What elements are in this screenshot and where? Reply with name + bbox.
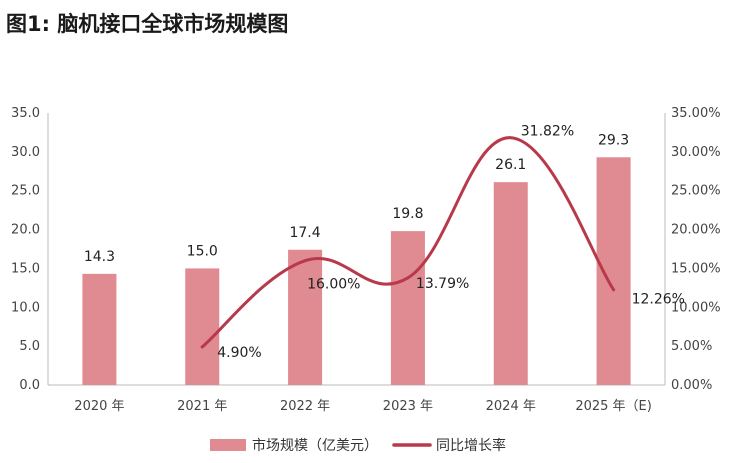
left-tick-label: 20.0 bbox=[11, 223, 40, 238]
right-tick-label: 0.00% bbox=[671, 378, 712, 393]
growth-rate-label: 4.90% bbox=[217, 345, 261, 361]
left-tick-label: 25.0 bbox=[11, 184, 40, 199]
growth-rate-label: 13.79% bbox=[416, 276, 469, 292]
growth-rate-label: 16.00% bbox=[307, 277, 360, 293]
x-tick-label: 2021 年 bbox=[177, 399, 227, 414]
legend-bar-label: 市场规模（亿美元） bbox=[252, 437, 378, 454]
chart-title: 图1: 脑机接口全球市场规模图 bbox=[6, 12, 289, 36]
growth-rate-label: 12.26% bbox=[632, 292, 685, 308]
legend-bar-swatch bbox=[210, 439, 246, 451]
x-tick-label: 2024 年 bbox=[486, 399, 536, 414]
growth-rate-point bbox=[200, 345, 204, 349]
bar bbox=[82, 273, 117, 385]
bar-value-label: 15.0 bbox=[187, 243, 218, 259]
right-tick-label: 10.00% bbox=[671, 300, 721, 315]
bar bbox=[288, 249, 323, 385]
growth-rate-point bbox=[612, 288, 616, 292]
left-tick-label: 5.0 bbox=[19, 339, 40, 354]
growth-rate-point bbox=[509, 136, 513, 140]
bar bbox=[185, 268, 220, 385]
right-tick-label: 35.00% bbox=[671, 106, 721, 121]
bar-value-label: 14.3 bbox=[84, 249, 115, 265]
right-tick-label: 5.00% bbox=[671, 339, 712, 354]
bar-value-label: 19.8 bbox=[392, 206, 423, 222]
bar bbox=[493, 182, 528, 385]
left-tick-label: 35.0 bbox=[11, 106, 40, 121]
right-tick-label: 25.00% bbox=[671, 184, 721, 199]
right-tick-label: 30.00% bbox=[671, 145, 721, 160]
left-tick-label: 30.0 bbox=[11, 145, 40, 160]
bar-value-label: 29.3 bbox=[598, 132, 629, 148]
legend-line-label: 同比增长率 bbox=[436, 437, 506, 454]
growth-rate-line bbox=[200, 136, 616, 349]
bar-value-label: 26.1 bbox=[495, 157, 526, 173]
right-tick-label: 15.00% bbox=[671, 261, 721, 276]
growth-rate-point bbox=[406, 276, 410, 280]
x-tick-label: 2020 年 bbox=[74, 399, 124, 414]
bar-value-label: 17.4 bbox=[289, 225, 320, 241]
left-tick-label: 15.0 bbox=[11, 261, 40, 276]
growth-rate-point bbox=[303, 259, 307, 263]
x-tick-label: 2022 年 bbox=[280, 399, 330, 414]
bar bbox=[390, 231, 425, 385]
growth-rate-label: 31.82% bbox=[521, 124, 574, 140]
right-tick-label: 20.00% bbox=[671, 223, 721, 238]
x-tick-label: 2025 年（E) bbox=[575, 399, 652, 414]
left-tick-label: 0.0 bbox=[19, 378, 40, 393]
x-tick-label: 2023 年 bbox=[383, 399, 433, 414]
left-tick-label: 10.0 bbox=[11, 300, 40, 315]
